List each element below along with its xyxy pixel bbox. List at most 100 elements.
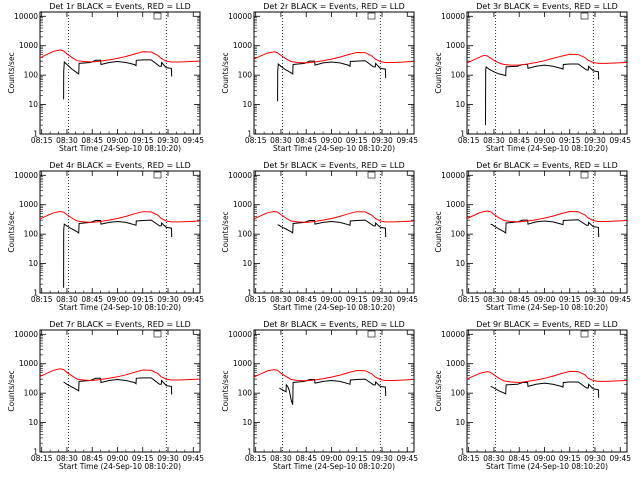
y-tick-label: 1000 <box>233 359 252 368</box>
x-tick-label: 08:45 <box>81 136 103 145</box>
panel-title: Det 1r BLACK = Events, RED = LLD <box>49 2 191 11</box>
y-tick-label: 1 <box>247 289 252 298</box>
y-tick-label: 10000 <box>228 12 252 21</box>
x-tick-label: 08:45 <box>508 295 530 304</box>
y-tick-label: 10000 <box>228 330 252 339</box>
x-tick-label: 09:30 <box>584 295 606 304</box>
lld-series-line <box>466 370 628 384</box>
x-axis-label: Start Time (24-Sep-10 08:10:20) <box>486 144 608 153</box>
y-axis-label: Counts/sec <box>221 52 230 93</box>
x-tick-label: 08:30 <box>483 454 505 463</box>
y-tick-label: 1 <box>33 289 38 298</box>
plot-frame <box>253 11 415 135</box>
y-axis-label: Counts/sec <box>7 370 16 411</box>
x-tick-label: 08:15 <box>458 454 480 463</box>
x-tick-label: 09:30 <box>584 454 606 463</box>
y-tick-label: 1000 <box>19 41 38 50</box>
x-tick-label: 09:00 <box>534 454 556 463</box>
y-axis-label: Counts/sec <box>221 211 230 252</box>
panel-title: Det 4r BLACK = Events, RED = LLD <box>49 161 191 170</box>
x-tick-label: 09:15 <box>346 136 368 145</box>
lld-series-line <box>466 210 628 223</box>
y-tick-label: 1000 <box>233 41 252 50</box>
x-tick-label: 09:30 <box>584 136 606 145</box>
panel-title: Det 5r BLACK = Events, RED = LLD <box>263 161 405 170</box>
x-tick-label: 08:15 <box>458 295 480 304</box>
y-tick-label: 10 <box>242 259 252 268</box>
x-tick-label: 09:45 <box>396 454 418 463</box>
panel-6: Det 6r BLACK = Events, RED = LLD 1 10 100 10… <box>434 161 631 312</box>
plot-frame <box>39 329 201 453</box>
top-marker-box <box>580 12 589 20</box>
y-tick-label: 10 <box>28 418 38 427</box>
x-tick-label: 09:45 <box>396 295 418 304</box>
x-tick-label: 08:15 <box>31 454 53 463</box>
lld-series-line <box>39 49 201 63</box>
x-tick-label: 08:15 <box>31 295 53 304</box>
y-tick-label: 10000 <box>14 12 38 21</box>
x-axis-label: Start Time (24-Sep-10 08:10:20) <box>273 303 395 312</box>
panel-9: Det 9r BLACK = Events, RED = LLD 1 10 100 10… <box>434 320 631 471</box>
x-tick-label: 08:15 <box>245 295 267 304</box>
x-tick-label: 09:30 <box>157 136 179 145</box>
plot-frame <box>466 11 628 135</box>
top-marker-box <box>367 12 376 20</box>
events-series-line <box>63 219 173 288</box>
y-tick-label: 1000 <box>446 200 465 209</box>
x-tick-label: 08:45 <box>508 454 530 463</box>
y-tick-label: 1000 <box>19 200 38 209</box>
x-axis-label: Start Time (24-Sep-10 08:10:20) <box>486 303 608 312</box>
panel-7: Det 7r BLACK = Events, RED = LLD 1 10 100 10… <box>7 320 204 471</box>
y-tick-label: 1 <box>247 130 252 139</box>
panel-title: Det 2r BLACK = Events, RED = LLD <box>263 2 405 11</box>
x-tick-label: 09:15 <box>559 136 581 145</box>
panel-title: Det 8r BLACK = Events, RED = LLD <box>263 320 405 329</box>
plot-frame <box>466 329 628 453</box>
x-tick-label: 08:15 <box>245 454 267 463</box>
y-tick-label: 100 <box>451 389 466 398</box>
events-series-line <box>485 63 600 126</box>
panel-title: Det 3r BLACK = Events, RED = LLD <box>476 2 618 11</box>
x-tick-label: 09:30 <box>371 136 393 145</box>
events-series-line <box>63 377 173 395</box>
plot-frame <box>466 170 628 294</box>
lld-series-line <box>39 210 201 223</box>
y-tick-label: 100 <box>238 71 253 80</box>
y-tick-label: 1000 <box>233 200 252 209</box>
x-tick-label: 09:15 <box>559 454 581 463</box>
y-axis-label: Counts/sec <box>7 52 16 93</box>
x-tick-label: 09:30 <box>157 454 179 463</box>
y-tick-label: 100 <box>451 71 466 80</box>
x-tick-label: 09:45 <box>609 136 631 145</box>
x-tick-label: 09:00 <box>321 136 343 145</box>
events-series-line <box>277 219 387 238</box>
x-tick-label: 08:30 <box>270 295 292 304</box>
y-tick-label: 10 <box>455 100 465 109</box>
x-tick-label: 09:00 <box>321 454 343 463</box>
x-tick-label: 08:45 <box>81 295 103 304</box>
x-axis-label: Start Time (24-Sep-10 08:10:20) <box>273 462 395 471</box>
y-tick-label: 1 <box>460 289 465 298</box>
panel-title: Det 9r BLACK = Events, RED = LLD <box>476 320 618 329</box>
y-tick-label: 1 <box>247 448 252 457</box>
y-tick-label: 10 <box>455 259 465 268</box>
top-marker-box <box>367 171 376 179</box>
x-tick-label: 09:30 <box>371 454 393 463</box>
x-tick-label: 09:15 <box>346 295 368 304</box>
top-marker-box <box>580 171 589 179</box>
x-tick-label: 08:15 <box>31 136 53 145</box>
y-tick-label: 10000 <box>14 330 38 339</box>
y-axis-label: Counts/sec <box>434 370 443 411</box>
y-tick-label: 10 <box>28 259 38 268</box>
events-series-line <box>490 219 600 238</box>
x-tick-label: 09:00 <box>107 295 129 304</box>
x-tick-label: 08:30 <box>270 454 292 463</box>
panel-2: Det 2r BLACK = Events, RED = LLD 1 10 100 10… <box>221 2 418 153</box>
x-tick-label: 09:30 <box>371 295 393 304</box>
y-tick-label: 1 <box>460 448 465 457</box>
y-tick-label: 10000 <box>441 330 465 339</box>
x-tick-label: 08:30 <box>270 136 292 145</box>
y-tick-label: 100 <box>238 230 253 239</box>
x-tick-label: 09:45 <box>609 295 631 304</box>
x-tick-label: 09:00 <box>107 454 129 463</box>
